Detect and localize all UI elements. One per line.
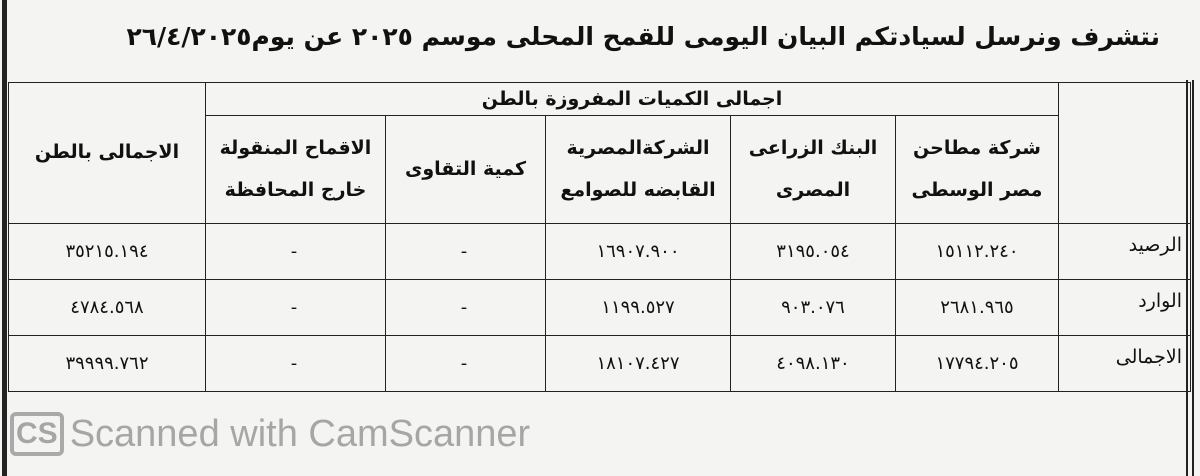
table-row: الرصيد ١٥١١٢.٢٤٠ ٣١٩٥.٠٥٤ ١٦٩٠٧.٩٠٠- -٣٥٢١٥.… (8, 223, 1191, 280)
cell-value: ١٨١٠٧.٤٢٧ (545, 335, 731, 392)
row-label: الرصيد (1058, 223, 1191, 280)
row-label: الوارد (1058, 279, 1191, 336)
corner-cell (1058, 82, 1191, 224)
cell-value: - (385, 279, 546, 336)
col-header: شركة مطاحن مصر الوسطى (895, 115, 1059, 224)
col-header-line1: شركة مطاحن (913, 136, 1041, 159)
col-header: الاقماح المنقولة خارج المحافظة (205, 115, 386, 224)
cell-value: - (385, 223, 546, 280)
cell-value: ١٥١١٢.٢٤٠ (895, 223, 1059, 280)
page-edge (2, 0, 7, 476)
cell-value: ١١٩٩.٥٢٧ (545, 279, 731, 336)
col-header: الشركةالمصرية القابضه للصوامع (545, 115, 731, 224)
cell-value: ٩٠٣.٠٧٦ (730, 279, 896, 336)
cell-value: - (385, 335, 546, 392)
col-header-line1: الشركةالمصرية (566, 136, 710, 159)
col-header-line1: كمية التقاوى (404, 157, 527, 180)
col-header-line1: البنك الزراعى (748, 136, 878, 159)
table-row: الاجمالى ١٧٧٩٤.٢٠٥ ٤٠٩٨.١٣٠ ١٨١٠٧.٤٢٧- -٣٩٩٩… (8, 335, 1191, 392)
cell-value: ٤٠٩٨.١٣٠ (730, 335, 896, 392)
cell-value: - (205, 279, 386, 336)
cell-value: ١٦٩٠٧.٩٠٠ (545, 223, 731, 280)
cell-value: ٣٩٩٩٩.٧٦٢ (8, 335, 206, 392)
col-header-line2: مصر الوسطى (911, 178, 1043, 201)
col-header-total: الاجمالى بالطن (8, 82, 206, 224)
row-label: الاجمالى (1058, 335, 1191, 392)
group-header: اجمالى الكميات المفروزة بالطن (205, 82, 1059, 116)
wheat-report-table: اجمالى الكميات المفروزة بالطن الاجمالى ب… (8, 82, 1191, 392)
cell-value: ١٧٧٩٤.٢٠٥ (895, 335, 1059, 392)
cell-value: ٣١٩٥.٠٥٤ (730, 223, 896, 280)
watermark-text: Scanned with CamScanner (69, 413, 531, 455)
document-title: نتشرف ونرسل لسيادتكم البيان اليومى للقمح… (126, 22, 1160, 51)
col-header: كمية التقاوى (385, 115, 546, 224)
col-header-total-label: الاجمالى بالطن (34, 141, 180, 164)
col-header-line2: القابضه للصوامع (560, 178, 716, 201)
cell-value: - (205, 223, 386, 280)
col-header-line2: خارج المحافظة (224, 178, 367, 201)
col-header-line1: الاقماح المنقولة (219, 136, 372, 159)
cell-value: ٤٧٨٤.٥٦٨ (8, 279, 206, 336)
cell-value: - (205, 335, 386, 392)
cell-value: ٢٦٨١.٩٦٥ (895, 279, 1059, 336)
col-header-line2: المصرى (775, 178, 851, 201)
cell-value: ٣٥٢١٥.١٩٤ (8, 223, 206, 280)
col-header: البنك الزراعى المصرى (730, 115, 896, 224)
table-row: الوارد ٢٦٨١.٩٦٥ ٩٠٣.٠٧٦ ١١٩٩.٥٢٧- -٤٧٨٤.٥٦٨ (8, 279, 1191, 336)
camscanner-logo: CS (10, 412, 64, 456)
camscanner-watermark: CS Scanned with CamScanner (10, 412, 530, 456)
